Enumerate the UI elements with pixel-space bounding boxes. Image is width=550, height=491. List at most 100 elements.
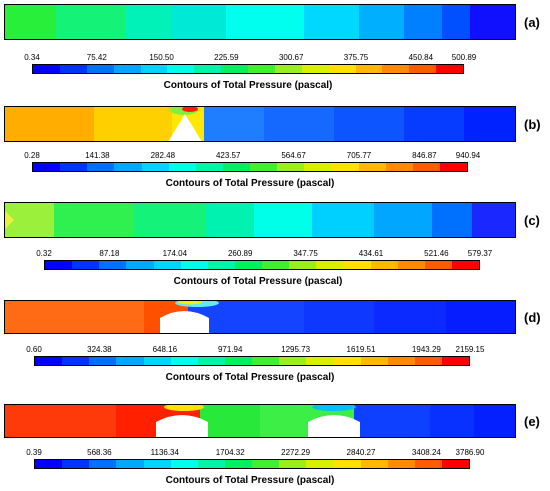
colorbar-tick: 1619.51 [346,345,376,354]
colorbar-segment [387,357,415,365]
colorbar-segment [248,65,275,73]
panel-label: (a) [524,15,540,30]
contour-plot-a [4,4,516,40]
colorbar-segment [195,163,223,171]
colorbar-tick: 174.04 [162,249,188,258]
colorbar-tick: 324.38 [87,345,112,354]
colorbar-segment [153,261,181,269]
colorbar-segment [360,357,388,365]
colorbar-segment [35,357,63,365]
colorbar-tick: 260.89 [227,249,253,258]
colorbar-segment [168,163,196,171]
contour-region [204,106,264,142]
colorbar-title: Contours of Total Pressure (pascal) [173,276,343,287]
flow-jet [164,404,204,411]
colorbar-segment [355,65,383,73]
colorbar-tick: 1295.73 [281,345,311,354]
colorbar-segment [306,460,334,468]
colorbar-tick: 2840.27 [346,448,376,457]
colorbar-segment [116,460,144,468]
colorbar-tick: 568.36 [87,448,112,457]
colorbar-tick: 282.48 [150,151,176,160]
colorbar-segment [45,261,73,269]
contour-region [264,106,334,142]
colorbar-tick: 150.50 [149,53,174,62]
colorbar-tick: 971.94 [217,345,243,354]
colorbar-segment [33,65,60,73]
contour-region [206,202,254,238]
colorbar-segment [382,65,410,73]
semicircle-obstacle [308,415,360,438]
colorbar-segment [72,261,100,269]
contour-plot-c [4,202,516,238]
colorbar-segment [301,65,329,73]
contour-region [432,202,472,238]
contour-region [126,4,171,40]
colorbar-segment [451,261,479,269]
colorbar-segment [250,163,278,171]
colorbar-segment [316,261,344,269]
contour-region [4,4,56,40]
colorbar-tick: 648.16 [152,345,178,354]
colorbar-tick: 347.75 [293,249,318,258]
colorbar-tick: 225.59 [214,53,239,62]
colorbar-tick: 0.32 [36,249,52,258]
colorbar-tick: 0.28 [24,151,40,160]
contour-region [334,106,404,142]
colorbar-segment [343,261,371,269]
colorbar-segment [89,460,117,468]
contour-plot-e [4,404,516,438]
colorbar-tick: 2272.29 [281,448,311,457]
colorbar-segment [140,65,168,73]
contour-region [254,202,312,238]
colorbar-segment [207,261,235,269]
contour-region [226,4,304,40]
colorbar-segment [86,65,114,73]
contour-region [94,106,172,142]
domain-border [4,404,516,438]
colorbar-segment [397,261,425,269]
colorbar-segment [360,460,388,468]
colorbar-tick: 1704.32 [215,448,245,457]
flow-jet [178,300,202,305]
colorbar-segment [197,357,225,365]
colorbar-segment [143,357,171,365]
colorbar-tick: 0.34 [24,53,40,62]
colorbar-segment [328,65,356,73]
colorbar-tick: 0.39 [26,448,42,457]
colorbar-segment [306,357,334,365]
colorbar-segment [59,65,87,73]
flow-jet [182,106,198,112]
colorbar-segment [89,357,117,365]
contour-region [374,300,446,334]
contour-region [359,4,404,40]
contour-region [200,404,260,438]
domain-border [4,300,516,334]
contour-region [56,4,126,40]
contour-region [464,106,516,142]
colorbar-segment [221,65,248,73]
colorbar-segment [333,460,361,468]
colorbar-tick: 579.37 [467,249,493,258]
colorbar-tick: 434.61 [358,249,384,258]
colorbar-segment [274,65,302,73]
colorbar-tick: 3786.90 [455,448,485,457]
contour-region [374,202,432,238]
colorbar-segment [289,261,317,269]
panel-label: (c) [524,213,540,228]
colorbar-segment [277,163,305,171]
contour-region [171,4,226,40]
colorbar-segment [197,460,225,468]
contour-plot-d [4,300,516,334]
colorbar-segment [441,357,469,365]
contour-region [54,202,134,238]
inlet-marker [4,210,14,230]
panel-c: (c) 0.32 87.18 174.04 260.89 347.75 434.… [0,192,550,292]
semicircle-obstacle [156,415,208,438]
colorbar-segment [409,65,437,73]
colorbar-segment [126,261,154,269]
colorbar-ticks: 0.39 568.36 1136.34 1704.32 2272.29 2840… [26,448,484,458]
colorbar-segment [424,261,452,269]
colorbar-segment [387,460,415,468]
colorbar-segment [441,460,469,468]
